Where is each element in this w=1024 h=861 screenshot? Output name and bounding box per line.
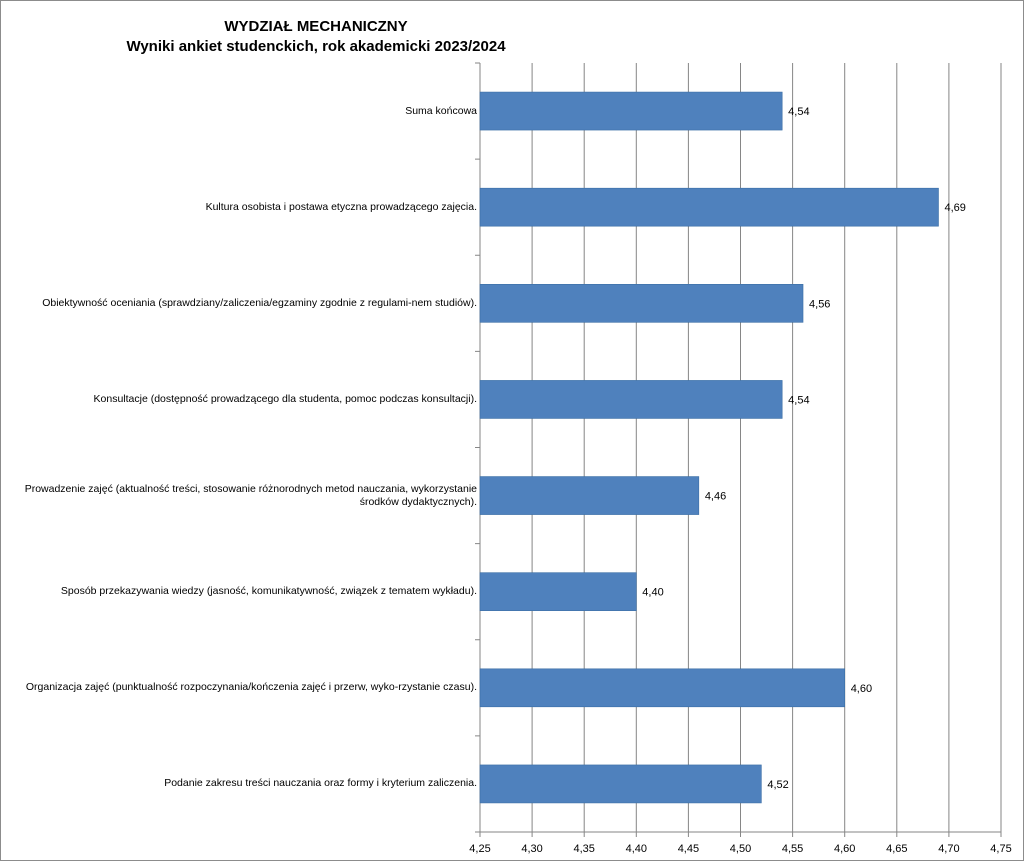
x-tick-label: 4,70 (938, 843, 959, 855)
data-label: 4,60 (851, 683, 872, 695)
x-tick-label: 4,35 (573, 843, 594, 855)
bar (479, 91, 783, 131)
chart-title: WYDZIAŁ MECHANICZNY (224, 18, 408, 35)
x-tick-label: 4,25 (469, 843, 490, 855)
category-label: Obiektywność oceniania (sprawdziany/zali… (42, 296, 477, 309)
category-label: Organizacja zajęć (punktualność rozpoczy… (25, 681, 477, 694)
x-tick-label: 4,65 (886, 843, 907, 855)
x-tick-label: 4,55 (782, 843, 803, 855)
bar (479, 668, 846, 708)
category-label: Kultura osobista i postawa etyczna prowa… (205, 200, 477, 213)
x-tick-label: 4,40 (626, 843, 647, 855)
category-label: Podanie zakresu treści nauczania oraz fo… (164, 777, 477, 790)
data-label: 4,46 (705, 491, 726, 503)
bar (479, 476, 700, 515)
data-label: 4,52 (767, 779, 788, 791)
x-tick-label: 4,60 (834, 843, 855, 855)
data-label: 4,56 (809, 298, 830, 310)
data-label: 4,40 (642, 587, 663, 599)
data-label: 4,54 (788, 394, 809, 406)
bar (479, 764, 762, 804)
data-label: 4,54 (788, 106, 809, 118)
category-label: Suma końcowa (405, 104, 477, 117)
category-label: Prowadzenie zajęć (aktualność treści, st… (24, 482, 477, 508)
x-tick-label: 4,45 (678, 843, 699, 855)
x-tick-label: 4,30 (521, 843, 542, 855)
data-label: 4,69 (944, 202, 965, 214)
bar (479, 380, 783, 419)
bar (479, 572, 637, 611)
x-tick-label: 4,75 (990, 843, 1011, 855)
x-tick-label: 4,50 (730, 843, 751, 855)
bar (479, 187, 939, 227)
bar (479, 284, 804, 323)
category-label: Konsultacje (dostępność prowadzącego dla… (93, 392, 477, 405)
category-label: Sposób przekazywania wiedzy (jasność, ko… (60, 585, 477, 598)
chart-subtitle: Wyniki ankiet studenckich, rok akademick… (126, 38, 506, 55)
